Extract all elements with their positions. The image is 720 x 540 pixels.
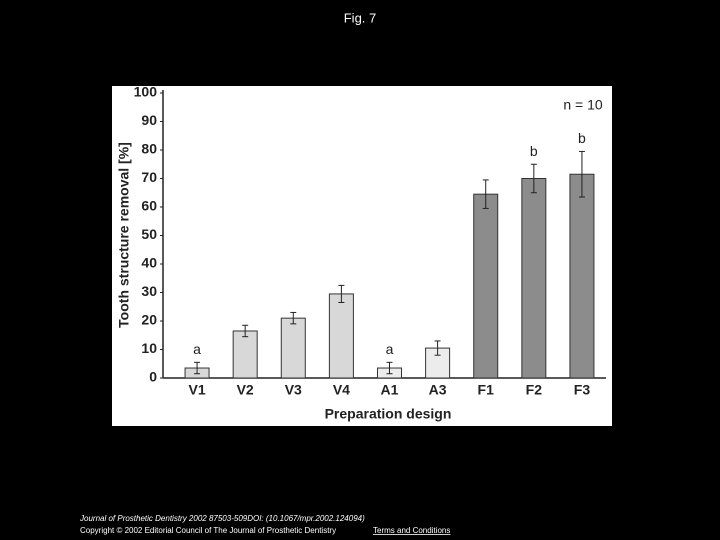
bar	[232, 330, 258, 379]
citation: Journal of Prosthetic Dentistry 2002 875…	[79, 514, 365, 523]
y-axis-label: Tooth structure removal [%]	[116, 142, 132, 328]
y-tick-label: 90	[141, 112, 157, 128]
x-axis-label: Preparation design	[325, 406, 452, 422]
bar	[521, 178, 547, 379]
y-tick-label: 70	[141, 169, 157, 185]
x-tick-label: F3	[574, 382, 591, 398]
bar-label: b	[530, 143, 538, 159]
bar-label: a	[386, 341, 394, 357]
plot: Tooth structure removal [%] Preparation …	[116, 84, 606, 422]
slide-title: Fig. 7	[344, 10, 377, 25]
x-tick-label: V4	[333, 382, 350, 398]
y-tick-label: 0	[149, 369, 157, 385]
x-tick-label: V2	[237, 382, 254, 398]
annotation: n = 10	[563, 97, 603, 113]
x-tick-label: F1	[478, 382, 495, 398]
y-tick-label: 40	[141, 255, 157, 271]
y-tick-label: 10	[141, 340, 157, 356]
x-tick-label: F2	[526, 382, 543, 398]
copyright: Copyright © 2002 Editorial Council of Th…	[80, 526, 336, 535]
bar	[328, 293, 354, 379]
y-tick-label: 20	[141, 312, 157, 328]
x-tick-label: A3	[429, 382, 447, 398]
terms-link[interactable]: Terms and Conditions	[373, 526, 450, 535]
y-tick-label: 80	[141, 141, 157, 157]
x-tick-label: V3	[285, 382, 302, 398]
bar-label: b	[578, 130, 586, 146]
bar-label: a	[193, 341, 201, 357]
bar	[569, 173, 595, 379]
x-tick-label: V1	[188, 382, 205, 398]
x-tick-label: A1	[381, 382, 399, 398]
y-tick-label: 30	[141, 283, 157, 299]
bar	[473, 193, 499, 379]
y-tick-label: 50	[141, 226, 157, 242]
y-tick-label: 60	[141, 198, 157, 214]
bar	[280, 317, 306, 379]
y-tick-label: 100	[134, 84, 158, 100]
